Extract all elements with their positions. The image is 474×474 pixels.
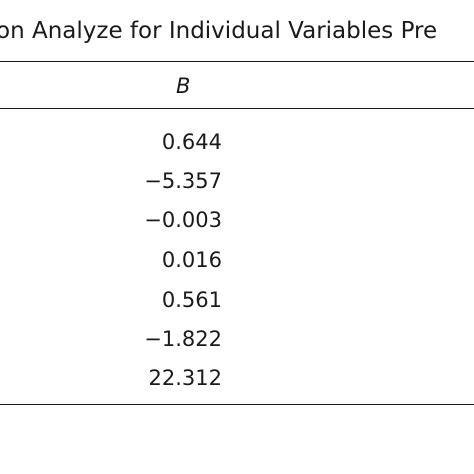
table-cell-b-6: −1.822	[144, 327, 222, 351]
table-cell-b-7: 22.312	[148, 366, 222, 390]
table-header-rule	[0, 108, 474, 109]
table-cell-b-1: 0.644	[161, 130, 222, 154]
column-header-b: B	[176, 74, 191, 98]
table-title: on Analyze for Individual Variables Pre	[0, 16, 474, 46]
table-cell-b-5: 0.561	[161, 288, 222, 312]
table-bottom-rule	[0, 404, 474, 405]
table-cell-b-2: −5.357	[144, 169, 222, 193]
table-cell-b-3: −0.003	[144, 208, 222, 232]
table-top-rule	[0, 61, 474, 62]
table-title-text: on Analyze for Individual Variables Pre	[0, 18, 438, 44]
table-cell-b-4: 0.016	[161, 248, 222, 272]
